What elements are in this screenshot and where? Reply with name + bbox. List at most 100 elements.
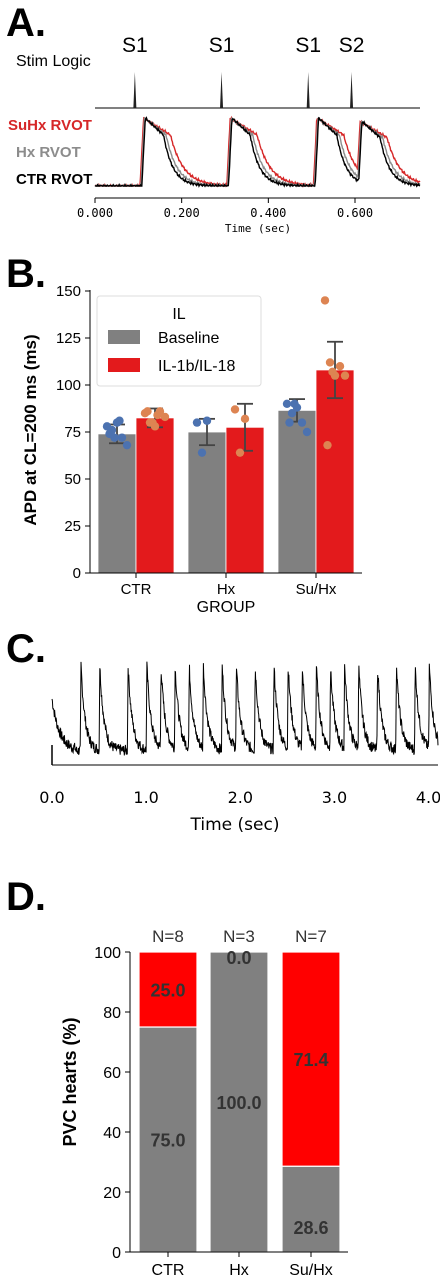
optical-trace-c [51, 661, 439, 756]
x-tick-label: 2.0 [228, 788, 253, 807]
data-point [160, 412, 170, 422]
stim-marker-label: S2 [339, 34, 365, 57]
x-tick-label: 4.0 [416, 788, 440, 807]
bar-baseline [97, 433, 137, 574]
data-point [192, 418, 202, 427]
legend-suhx: SuHx RVOT [8, 117, 92, 134]
n-label: N=3 [223, 927, 255, 946]
y-tick-label: 0 [112, 1245, 121, 1262]
bar-il-1b-il-18 [315, 369, 355, 574]
panel-a-x-ticks: 0.000 0.200 0.400 0.600 [77, 198, 373, 220]
panel-a-traces: Stim Logic S1 S1 S1 S2 SuHx RVOT Hx RVOT CT… [8, 34, 421, 235]
n-label: N=8 [152, 927, 184, 946]
panel-b-bars [97, 296, 355, 574]
stim-markers: S1 S1 S1 S2 [122, 34, 364, 108]
panel-letter-d: D. [6, 875, 46, 919]
panel-d-bars: 75.0 25.0 N=8 100.0 0.0 N=3 28.6 71.4 N=7 [138, 927, 341, 1253]
data-point [302, 427, 312, 437]
panel-c-trace: 0.0 1.0 2.0 3.0 4.0 Time (sec) [39, 661, 440, 835]
data-point [325, 358, 335, 367]
data-point [153, 410, 162, 420]
data-point [148, 418, 157, 427]
panel-b-bar-chart: APD at CL=200 ms (ms) 0 25 50 75 100 125 150 C… [21, 283, 362, 616]
panel-b-x-ticks: CTR Hx Su/Hx [121, 573, 337, 598]
y-tick-label: 0 [73, 565, 81, 582]
panel-d-y-label: PVC hearts (%) [60, 1017, 80, 1146]
y-tick-label: 75 [64, 424, 81, 441]
data-point [282, 399, 292, 408]
bar-il-1b-il-18 [135, 417, 175, 574]
trace-ctr-rvot [94, 116, 421, 188]
stim-pulse [350, 72, 354, 108]
data-point [230, 405, 240, 414]
data-point [297, 418, 307, 427]
legend-swatch-baseline [108, 330, 140, 344]
panel-b-y-ticks: 0 25 50 75 100 125 150 [56, 283, 90, 582]
legend-il: IL-1b/IL-18 [158, 358, 235, 375]
stim-pulse [220, 72, 224, 108]
panel-b-legend: IL Baseline IL-1b/IL-18 [96, 295, 262, 387]
x-tick-label: 3.0 [322, 788, 347, 807]
stim-marker-label: S1 [122, 34, 148, 57]
y-tick-label: 125 [56, 330, 81, 347]
panel-b-y-label: APD at CL=200 ms (ms) [21, 334, 40, 525]
x-tick-label: Hx [217, 581, 236, 598]
x-tick-label: CTR [121, 581, 152, 598]
segment-value-label: 71.4 [293, 1050, 328, 1070]
data-point [320, 296, 330, 305]
y-tick-label: 20 [103, 1185, 121, 1202]
legend-title: IL [172, 306, 185, 323]
y-tick-label: 40 [103, 1125, 121, 1142]
bar-baseline [277, 409, 317, 574]
data-point [340, 371, 350, 380]
segment-value-label: 25.0 [150, 981, 185, 1001]
panel-b-x-label: GROUP [197, 599, 256, 616]
segment-value-label: 100.0 [216, 1093, 261, 1113]
data-point [143, 407, 152, 416]
x-tick-label: 1.0 [133, 788, 158, 807]
legend-baseline: Baseline [158, 330, 219, 347]
panel-letter-b: B. [6, 252, 46, 296]
data-point [285, 418, 294, 427]
data-point [202, 416, 212, 425]
stack-segment [209, 951, 269, 1253]
y-tick-label: 80 [103, 1005, 121, 1022]
x-tick-label: 0.400 [250, 206, 286, 220]
stim-marker-label: S1 [209, 34, 235, 57]
y-tick-label: 50 [64, 471, 81, 488]
x-tick-label: Hx [229, 1262, 249, 1279]
stim-marker-label: S1 [295, 34, 321, 57]
segment-value-label: 75.0 [150, 1131, 185, 1151]
x-tick-label: Su/Hx [296, 581, 337, 598]
data-point [197, 448, 207, 457]
data-point [323, 440, 332, 450]
stack-segment [138, 1026, 198, 1253]
x-tick-label: Su/Hx [289, 1262, 333, 1279]
x-tick-label: 0.0 [39, 788, 64, 807]
stim-pulse [306, 72, 310, 108]
x-tick-label: 0.200 [164, 206, 200, 220]
panel-letter-c: C. [6, 627, 46, 671]
y-tick-label: 150 [56, 283, 81, 300]
legend-swatch-il [108, 358, 140, 372]
n-label: N=7 [295, 927, 327, 946]
panel-c-x-label: Time (sec) [190, 815, 280, 835]
legend-hx: Hx RVOT [16, 144, 81, 161]
trace-line [51, 661, 439, 756]
data-point [335, 362, 345, 371]
stack-segment [281, 951, 341, 1167]
legend-ctr: CTR RVOT [16, 171, 92, 188]
stack-segment [281, 1165, 341, 1253]
data-point [235, 448, 245, 457]
bar-baseline [187, 431, 227, 574]
data-point [117, 433, 127, 442]
segment-value-label: 28.6 [293, 1218, 328, 1238]
panel-letter-a: A. [6, 1, 46, 45]
data-point [290, 399, 299, 408]
x-tick-label: 0.600 [337, 206, 373, 220]
stim-logic-label: Stim Logic [16, 53, 91, 70]
y-tick-label: 25 [64, 518, 81, 535]
y-tick-label: 60 [103, 1065, 121, 1082]
panel-d-y-ticks: 0 20 40 60 80 100 [94, 945, 130, 1262]
data-point [110, 433, 119, 442]
